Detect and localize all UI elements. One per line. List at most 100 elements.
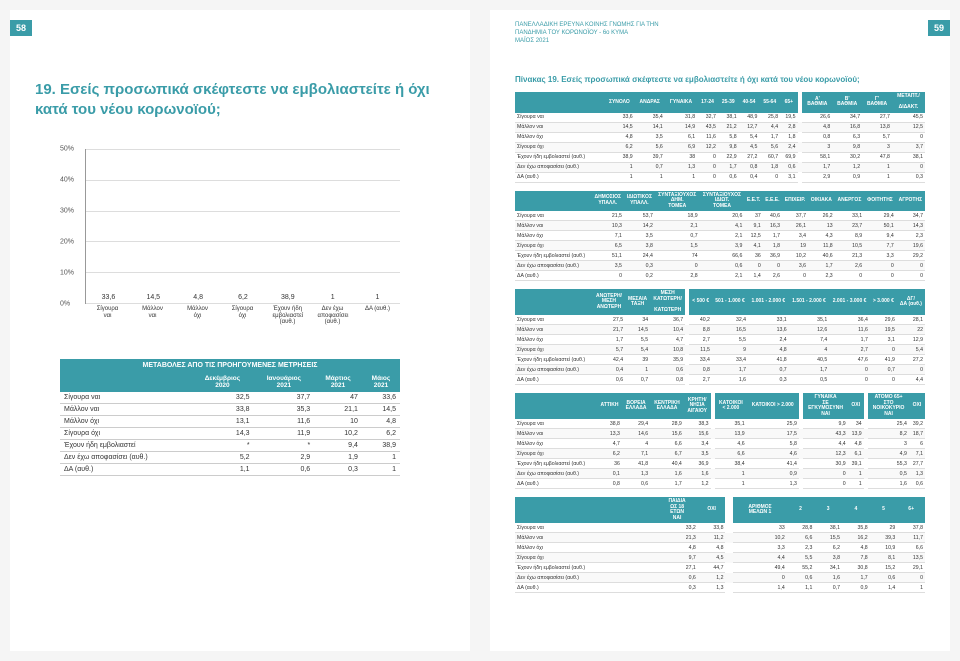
changes-row-label: Δεν έχω αποφασίσει (αυθ.) — [60, 452, 191, 464]
dt-cell: 0 — [759, 172, 780, 182]
dt-cell: 1,8 — [759, 162, 780, 172]
dt-header: ΒΟΡΕΙΑΕΛΛΑΔΑ — [622, 393, 650, 419]
dt-cell: 55,3 — [868, 459, 909, 469]
dt-cell: 1,7 — [842, 573, 870, 583]
dt-cell: 36,7 — [650, 315, 685, 325]
dt-header: ΜΕΣΑΙΑΤΑΞΗ — [625, 289, 650, 315]
dt-header: > 3.000 € — [870, 289, 897, 315]
x-axis-label: Σίγουρα ναι — [93, 306, 123, 326]
dt-row-label: Έχουν ήδη εμβολιαστεί (αυθ.) — [515, 563, 656, 573]
dt-header: ΜΕΣΗΚΑΤΩΤΕΡΗ/ΚΑΤΩΤΕΡΗ — [650, 289, 685, 315]
dt-cell: 1,4 — [744, 271, 762, 281]
dt-cell: 32,4 — [712, 315, 748, 325]
dt-cell: 4,8 — [802, 122, 832, 132]
dt-header: 2 — [787, 497, 815, 523]
dt-header: < 500 € — [689, 289, 711, 315]
dt-header: ΔΗΜΟΣΙΟΣΥΠΑΛΛ. — [592, 191, 624, 212]
changes-cell: 14,5 — [362, 404, 400, 416]
changes-cell: 21,1 — [314, 404, 362, 416]
dt-header: ΑΤΟΜΟ 65+ΣΤΟΝΟΙΚΟΚΥΡΙΟΝΑΙ — [868, 393, 909, 419]
page-number-right: 59 — [928, 20, 950, 36]
dt-cell: 5,4 — [897, 345, 925, 355]
dt-cell: 0,9 — [842, 583, 870, 593]
dt-cell: 12,2 — [697, 142, 718, 152]
dt-cell: 1,7 — [808, 261, 835, 271]
dt-cell: 44,7 — [698, 563, 726, 573]
dt-cell: 7,8 — [842, 553, 870, 563]
dt-cell: 0,7 — [748, 365, 789, 375]
dt-cell — [725, 533, 733, 543]
dt-cell: 33 — [733, 523, 786, 533]
dt-cell: 2,3 — [808, 271, 835, 281]
dt-cell: 1,7 — [763, 231, 782, 241]
dt-cell: 0 — [782, 271, 808, 281]
dt-cell: 35,1 — [715, 419, 747, 429]
changes-cell: 1,9 — [314, 452, 362, 464]
dt-cell: 0,7 — [870, 365, 897, 375]
dt-cell: 12,5 — [892, 122, 925, 132]
page-left: 58 19. Εσείς προσωπικά σκέφτεστε να εμβο… — [10, 10, 470, 651]
dt-cell: 0,4 — [593, 365, 625, 375]
dt-cell: 5,4 — [625, 345, 650, 355]
dt-cell: 0,3 — [892, 172, 925, 182]
dt-cell: 1,7 — [829, 335, 870, 345]
dt-cell: 53,7 — [624, 211, 655, 221]
dt-cell: 38,1 — [718, 113, 739, 123]
dt-cell: 15,2 — [870, 563, 898, 573]
dt-cell: 0,6 — [870, 573, 898, 583]
bar-chart: 33,614,54,86,238,911 Σίγουρα ναιΜάλλον ν… — [60, 149, 400, 329]
dt-cell: 0,6 — [909, 479, 925, 489]
dt-cell: 17,5 — [747, 429, 799, 439]
dt-cell: 2,9 — [802, 172, 832, 182]
dt-cell: 6,5 — [592, 241, 624, 251]
dt-cell: 6,1 — [665, 132, 697, 142]
dt-header: ΑΝΔΡΑΣ — [635, 92, 665, 113]
dt-row-label: Σίγουρα ναι — [515, 211, 592, 221]
dt-cell: 1,2 — [832, 162, 862, 172]
changes-row-label: Έχουν ήδη εμβολιαστεί — [60, 440, 191, 452]
dt-cell: 1 — [715, 479, 747, 489]
dt-header: ΑΡΙΘΜΟΣΜΕΛΩΝ 1 — [733, 497, 786, 523]
dt-cell: 29,6 — [870, 315, 897, 325]
dt-cell: 7,7 — [864, 241, 896, 251]
dt-cell: 38,3 — [684, 419, 711, 429]
dt-cell: 27,5 — [593, 315, 625, 325]
dt-cell: 0 — [897, 573, 925, 583]
dt-header — [725, 497, 733, 523]
dt-cell: 16,2 — [842, 533, 870, 543]
bar-value: 33,6 — [102, 294, 116, 301]
dt-cell: 0 — [870, 345, 897, 355]
dt-cell: 6 — [909, 439, 925, 449]
dt-cell: 34,1 — [814, 563, 842, 573]
dt-cell: 3,9 — [700, 241, 745, 251]
dt-cell: 38,4 — [715, 459, 747, 469]
dt-cell: 58,1 — [802, 152, 832, 162]
dt-cell: 1 — [848, 469, 864, 479]
dt-header: ΣΥΝΤΑΞΙΟΥΧΟΣΔΗΜ.ΤΟΜΕΑ — [655, 191, 700, 212]
dt-cell: 2,7 — [689, 375, 711, 385]
dt-cell: 12,5 — [744, 231, 762, 241]
dt-cell: 1,7 — [759, 132, 780, 142]
dt-row-label: Δεν έχω αποφασίσει (αυθ.) — [515, 469, 597, 479]
dt-cell: 2,1 — [700, 271, 745, 281]
dt-header: 501 - 1.000 € — [712, 289, 748, 315]
dt-cell: 0 — [592, 271, 624, 281]
changes-cell: 32,5 — [191, 392, 253, 404]
dt-cell: 14,6 — [622, 429, 650, 439]
dt-cell: 9,1 — [744, 221, 762, 231]
dt-row-label: Έχουν ήδη εμβολιαστεί (αυθ.) — [515, 152, 604, 162]
dt-cell: 4,9 — [868, 449, 909, 459]
dt-cell: 30,2 — [832, 152, 862, 162]
dt-cell: 3,5 — [635, 132, 665, 142]
dt-cell: 38 — [665, 152, 697, 162]
dt-cell: 3,1 — [780, 172, 797, 182]
dt-row-label: Έχουν ήδη εμβολιαστεί (αυθ.) — [515, 251, 592, 261]
dt-cell: 4,8 — [748, 345, 789, 355]
dt-cell: 15,6 — [684, 429, 711, 439]
dt-cell: 1,6 — [868, 479, 909, 489]
changes-cell: * — [254, 440, 315, 452]
dt-cell: 37,8 — [897, 523, 925, 533]
dt-cell: 1 — [635, 172, 665, 182]
dt-cell: 4,8 — [698, 543, 726, 553]
dt-cell: 2,1 — [700, 231, 745, 241]
